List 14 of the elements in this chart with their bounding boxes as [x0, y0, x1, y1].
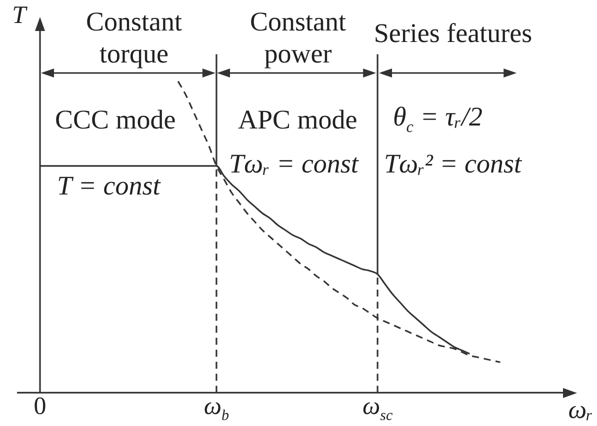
- annotation: θ$_{c}$ = τᵣ/2: [393, 101, 482, 136]
- y-axis-title: T: [12, 2, 26, 29]
- x-tick-label: 0: [34, 392, 46, 420]
- annotation: APC mode: [238, 104, 358, 136]
- annotation: Tωᵣ² = const: [384, 148, 522, 180]
- annotation: T = const: [57, 170, 160, 202]
- annotation: CCC mode: [55, 104, 176, 136]
- x-tick-label: ω$_{b}$: [204, 392, 230, 424]
- annotation: Constant power: [250, 6, 346, 70]
- annotation: Tωᵣ = const: [229, 148, 358, 180]
- x-axis-title: ωᵣ: [568, 394, 593, 424]
- x-tick-label: ω$_{sc}$: [362, 392, 393, 424]
- text: Series features: [374, 16, 532, 50]
- annotation: Constant torque: [86, 6, 182, 70]
